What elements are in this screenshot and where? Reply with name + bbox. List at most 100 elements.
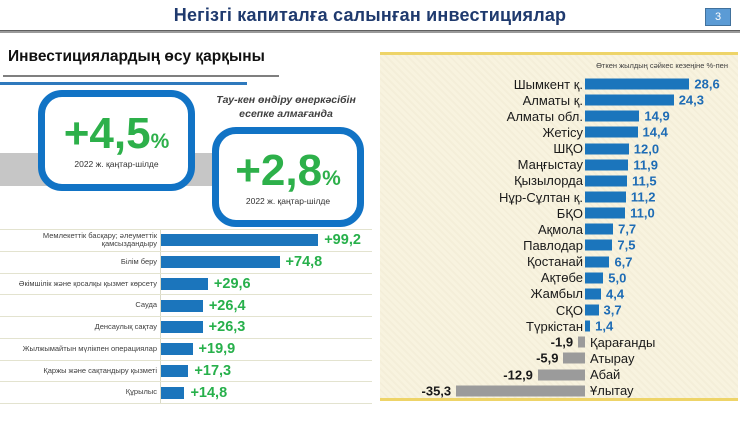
value-label: +19,9 (198, 341, 236, 358)
bar (585, 126, 638, 138)
chart-row: ШҚО 12,0 (380, 141, 738, 157)
value-label: 1,4 (595, 318, 614, 334)
growth-period-total: 2022 ж. қаңтар-шілде (74, 159, 159, 169)
category-label: Ақмола (537, 221, 583, 237)
category-label: ШҚО (553, 141, 583, 157)
value-label: +26,4 (208, 297, 246, 314)
chart-row: Жетісу 14,4 (380, 124, 738, 140)
percent-sign: % (150, 130, 170, 153)
category-label: Маңғыстау (517, 157, 583, 173)
category-label: Алматы обл. (506, 108, 583, 124)
title-divider (0, 30, 740, 33)
chart-row: Маңғыстау 11,9 (380, 157, 738, 173)
regions-chart-note: Өткен жылдың сәйкес кезеңіне %-пен (596, 61, 728, 70)
value-label: -12,9 (503, 367, 533, 383)
percent-sign: % (322, 166, 341, 190)
category-label: Құрылыс (125, 387, 157, 397)
category-label: Жамбыл (530, 286, 583, 302)
chart-row: Жамбыл 4,4 (380, 286, 738, 302)
bar (585, 272, 604, 284)
category-label: Түркістан (526, 318, 583, 334)
value-label: 11,0 (630, 205, 655, 221)
chart-row: Ақтөбе 5,0 (380, 270, 738, 286)
growth-value-excl-mining: +2,8% (235, 145, 341, 195)
category-label: Шымкент қ. (513, 76, 583, 92)
value-label: 11,5 (631, 173, 657, 189)
chart-row: Әкімшілік және қосалқы қызмет көрсету +29… (0, 274, 372, 296)
value-label: -5,9 (536, 350, 559, 366)
heading-underline-dark (3, 75, 279, 77)
left-section-heading: Инвестициялардың өсу қарқыны (8, 48, 265, 65)
value-label: 11,2 (630, 189, 656, 205)
category-label: Білім беру (120, 256, 157, 266)
category-label: Қызылорда (514, 173, 583, 189)
category-label: Ақтөбе (540, 270, 583, 286)
category-label: Қаржы және сақтандыру қызметі (43, 365, 157, 375)
category-label: Жетісу (542, 124, 584, 140)
bar (585, 256, 610, 268)
value-label: +17,3 (194, 362, 232, 379)
chart-row: СҚО 3,7 (380, 302, 738, 318)
category-label: Абай (590, 367, 621, 383)
bar (585, 78, 690, 90)
value-label: 28,6 (694, 76, 720, 92)
bar (161, 234, 319, 247)
bar (585, 207, 626, 219)
bar (563, 352, 585, 364)
growth-number: +2,8 (235, 145, 323, 195)
value-label: 11,9 (633, 157, 659, 173)
regions-bar-chart-panel: Өткен жылдың сәйкес кезеңіне %-пен Шымке… (380, 52, 738, 401)
bar (161, 343, 193, 356)
bar (161, 321, 203, 334)
chart-row: -1,9 Қарағанды (380, 334, 738, 350)
category-label: Әкімшілік және қосалқы қызмет көрсету (18, 278, 157, 288)
chart-row: -5,9 Атырау (380, 350, 738, 366)
value-label: 6,7 (614, 254, 633, 270)
value-label: +29,6 (213, 275, 251, 292)
bar (585, 175, 627, 187)
regions-rows: Шымкент қ. 28,6 Алматы қ. 24,3 Алматы обл. 14… (380, 76, 738, 399)
page-title: Негізгі капиталға салынған инвестициялар (173, 5, 567, 25)
value-label: 7,7 (618, 221, 637, 237)
heading-underline-blue (0, 82, 247, 85)
value-label: -1,9 (550, 334, 574, 350)
growth-number: +4,5 (63, 109, 151, 158)
value-label: +74,8 (285, 254, 323, 271)
chart-row: Білім беру +74,8 (0, 252, 372, 274)
growth-box-total: +4,5% 2022 ж. қаңтар-шілде (38, 90, 195, 191)
bar (161, 256, 280, 269)
bar (585, 191, 626, 203)
mining-exclusion-note: Тау-кен өндіру өнеркәсібін есепке алмаға… (216, 94, 356, 120)
category-label: СҚО (555, 302, 583, 318)
category-label: Қарағанды (590, 334, 656, 350)
category-label: Нұр-Сұлтан қ. (498, 189, 583, 205)
chart-row: Сауда +26,4 (0, 295, 372, 317)
chart-row: Түркістан 1,4 (380, 318, 738, 334)
chart-row: Қостанай 6,7 (380, 254, 738, 270)
bar (578, 336, 585, 348)
bar (585, 304, 599, 316)
category-label: Алматы қ. (522, 92, 583, 108)
value-label: 14,9 (644, 108, 670, 124)
category-label: Павлодар (523, 237, 583, 253)
value-label: 5,0 (608, 270, 627, 286)
category-label: Сауда (135, 300, 157, 310)
value-label: 7,5 (617, 237, 636, 253)
growth-value-total: +4,5% (64, 112, 170, 156)
chart-row: Жылжымайтын мүлікпен операциялар +19,9 (0, 339, 372, 361)
category-label: Ұлытау (590, 383, 634, 399)
value-label: 4,4 (606, 286, 625, 302)
bar (585, 94, 674, 106)
chart-row: БҚО 11,0 (380, 205, 738, 221)
bar (456, 385, 585, 397)
chart-row: Шымкент қ. 28,6 (380, 76, 738, 92)
bar (161, 277, 208, 290)
bar (585, 110, 640, 122)
growth-box-excl-mining: +2,8% 2022 ж. қаңтар-шілде (212, 127, 364, 227)
value-label: +99,2 (324, 232, 361, 249)
chart-row: Құрылыс +14,8 (0, 382, 372, 404)
chart-row: Денсаулық сақтау +26,3 (0, 317, 372, 339)
page-number-badge: 3 (705, 8, 731, 26)
chart-row: Ақмола 7,7 (380, 221, 738, 237)
